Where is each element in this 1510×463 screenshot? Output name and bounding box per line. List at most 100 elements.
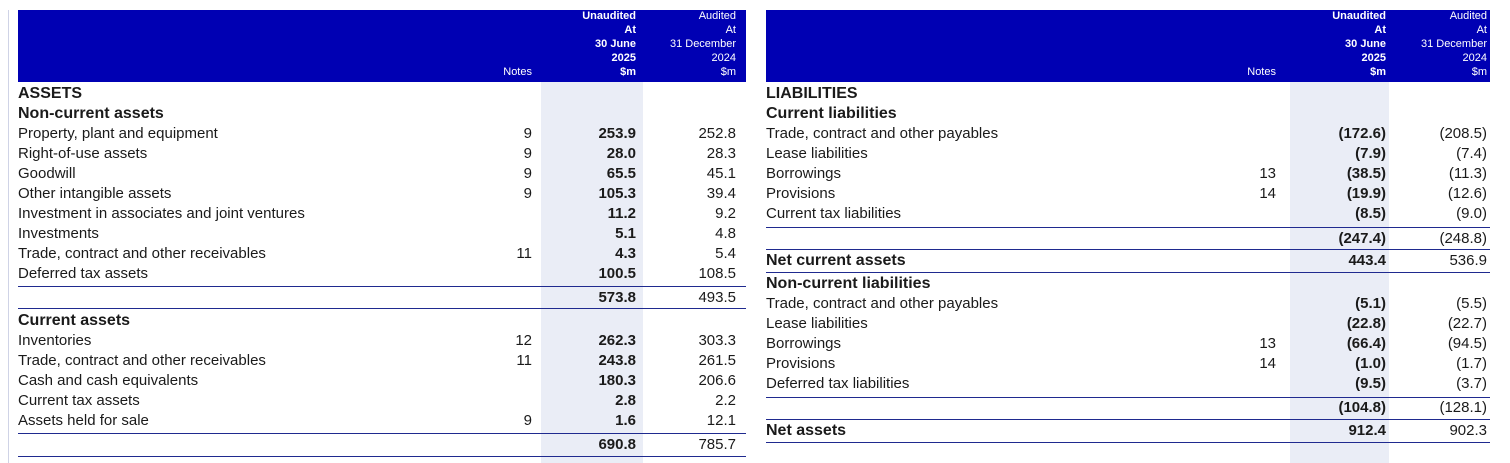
current-assets-heading: Current assets	[18, 312, 131, 329]
row-prior-value: (208.5)	[1439, 125, 1487, 142]
row-prior-value: 4.8	[715, 225, 736, 242]
current-assets-total-prior: 785.7	[698, 436, 736, 453]
liabilities-table: Notes Unaudited At 30 June 2025 $m Audit…	[766, 10, 1490, 463]
row-label: Trade, contract and other receivables	[18, 245, 266, 262]
subtotal-rule	[766, 397, 1490, 398]
row-label: Trade, contract and other payables	[766, 295, 999, 312]
row-label: Provisions	[766, 355, 836, 372]
row-current-value: (38.5)	[1346, 165, 1386, 182]
row-label: Investments	[18, 225, 99, 242]
row-current-value: 243.8	[598, 352, 636, 369]
row-note: 12	[515, 332, 532, 349]
row-label: Lease liabilities	[766, 145, 868, 162]
table-row-total: 690.8 785.7	[18, 435, 746, 455]
row-current-value: (5.1)	[1355, 295, 1386, 312]
row-current-value: 180.3	[598, 372, 636, 389]
notes-column-header: Notes	[1247, 66, 1276, 78]
total-rule	[18, 456, 746, 457]
page-border-line	[8, 10, 9, 463]
table-row: Deferred tax liabilities (9.5) (3.7)	[766, 374, 1490, 394]
row-prior-value: (7.4)	[1456, 145, 1487, 162]
row-label: Other intangible assets	[18, 185, 172, 202]
row-current-value: (22.8)	[1346, 315, 1386, 332]
row-note: 9	[523, 412, 532, 429]
table-row-net-assets: Net assets 912.4 902.3	[766, 421, 1490, 441]
net-assets-prior: 902.3	[1449, 422, 1487, 439]
row-current-value: 1.6	[615, 412, 636, 429]
row-label: Borrowings	[766, 165, 842, 182]
row-label: Trade, contract and other receivables	[18, 352, 266, 369]
non-current-assets-total-current: 573.8	[598, 289, 636, 306]
liabilities-heading: LIABILITIES	[766, 85, 858, 102]
row-note: 9	[523, 165, 532, 182]
row-note: 9	[523, 125, 532, 142]
row-prior-value: (94.5)	[1447, 335, 1487, 352]
row-note: 9	[523, 145, 532, 162]
row-label: Borrowings	[766, 335, 842, 352]
subtotal-rule	[18, 433, 746, 434]
table-row-net-current-assets: Net current assets 443.4 536.9	[766, 251, 1490, 271]
table-row: Lease liabilities (7.9) (7.4)	[766, 144, 1490, 164]
row-label: Cash and cash equivalents	[18, 372, 199, 389]
row-label: Right-of-use assets	[18, 145, 148, 162]
row-label: Inventories	[18, 332, 92, 349]
table-row-total: (247.4) (248.8)	[766, 229, 1490, 249]
row-current-value: (1.0)	[1355, 355, 1386, 372]
row-prior-value: (11.3)	[1448, 165, 1487, 182]
table-row: Lease liabilities (22.8) (22.7)	[766, 314, 1490, 334]
net-current-assets-label: Net current assets	[766, 252, 906, 269]
table-row: Trade, contract and other payables (5.1) (…	[766, 294, 1490, 314]
row-prior-value: 303.3	[698, 332, 736, 349]
row-current-value: 100.5	[598, 265, 636, 282]
subsection-heading: Current assets	[18, 311, 746, 331]
row-prior-value: (22.7)	[1447, 315, 1487, 332]
row-label: Current tax liabilities	[766, 205, 902, 222]
row-current-value: 253.9	[598, 125, 636, 142]
liabilities-table-header: Notes Unaudited At 30 June 2025 $m Audit…	[766, 10, 1490, 82]
section-heading: LIABILITIES	[766, 84, 1490, 104]
row-prior-value: 12.1	[706, 412, 736, 429]
assets-table: Notes Unaudited At 30 June 2025 $m Audit…	[18, 10, 746, 463]
total-rule	[766, 442, 1490, 443]
section-heading: ASSETS	[18, 84, 746, 104]
row-prior-value: 108.5	[698, 265, 736, 282]
table-row: Current tax liabilities (8.5) (9.0)	[766, 204, 1490, 224]
subtotal-rule	[766, 227, 1490, 228]
non-current-liabilities-total-current: (104.8)	[1338, 399, 1386, 416]
row-note: 13	[1259, 165, 1276, 182]
current-period-shading	[541, 82, 643, 463]
table-row: Investments 5.1 4.8	[18, 224, 746, 244]
row-current-value: 28.0	[606, 145, 636, 162]
table-row: Provisions 14 (1.0) (1.7)	[766, 354, 1490, 374]
non-current-assets-heading: Non-current assets	[18, 105, 164, 122]
row-prior-value: 28.3	[706, 145, 736, 162]
row-current-value: 2.8	[615, 392, 636, 409]
row-label: Provisions	[766, 185, 836, 202]
row-note: 14	[1259, 185, 1276, 202]
row-note: 11	[516, 245, 532, 262]
row-label: Deferred tax liabilities	[766, 375, 910, 392]
current-liabilities-total-prior: (248.8)	[1439, 230, 1487, 247]
row-prior-value: 45.1	[706, 165, 736, 182]
row-label: Deferred tax assets	[18, 265, 149, 282]
net-current-assets-current: 443.4	[1348, 252, 1386, 269]
total-rule	[766, 272, 1490, 273]
net-assets-label: Net assets	[766, 422, 847, 439]
row-prior-value: 206.6	[698, 372, 736, 389]
table-row: Investment in associates and joint ventu…	[18, 204, 746, 224]
net-assets-current: 912.4	[1348, 422, 1386, 439]
table-row-total: 573.8 493.5	[18, 288, 746, 308]
table-row-total: (104.8) (128.1)	[766, 398, 1490, 418]
row-label: Lease liabilities	[766, 315, 868, 332]
net-current-assets-prior: 536.9	[1449, 252, 1487, 269]
row-prior-value: 261.5	[698, 352, 736, 369]
row-prior-value: 5.4	[715, 245, 736, 262]
current-period-column-header: Unaudited At 30 June 2025 $m	[582, 10, 636, 78]
row-prior-value: 2.2	[715, 392, 736, 409]
row-current-value: (8.5)	[1355, 205, 1386, 222]
subsection-heading: Non-current assets	[18, 104, 746, 124]
non-current-liabilities-total-prior: (128.1)	[1439, 399, 1487, 416]
row-note: 11	[516, 352, 532, 369]
row-label: Investment in associates and joint ventu…	[18, 205, 305, 222]
row-prior-value: (3.7)	[1456, 375, 1487, 392]
